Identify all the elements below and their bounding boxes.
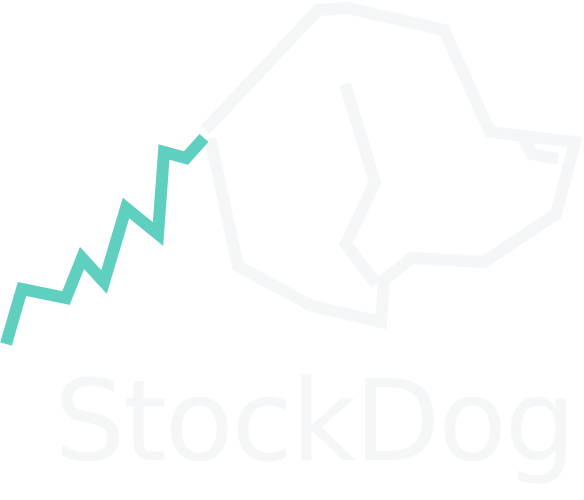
dog-nose-line [518,137,560,165]
dog-ear-line [339,82,382,288]
stock-chart-line-icon [0,133,209,346]
dog-head-outline-icon [200,1,583,330]
brand-wordmark: StockDog [54,357,576,487]
dog-head-contour [200,1,583,330]
